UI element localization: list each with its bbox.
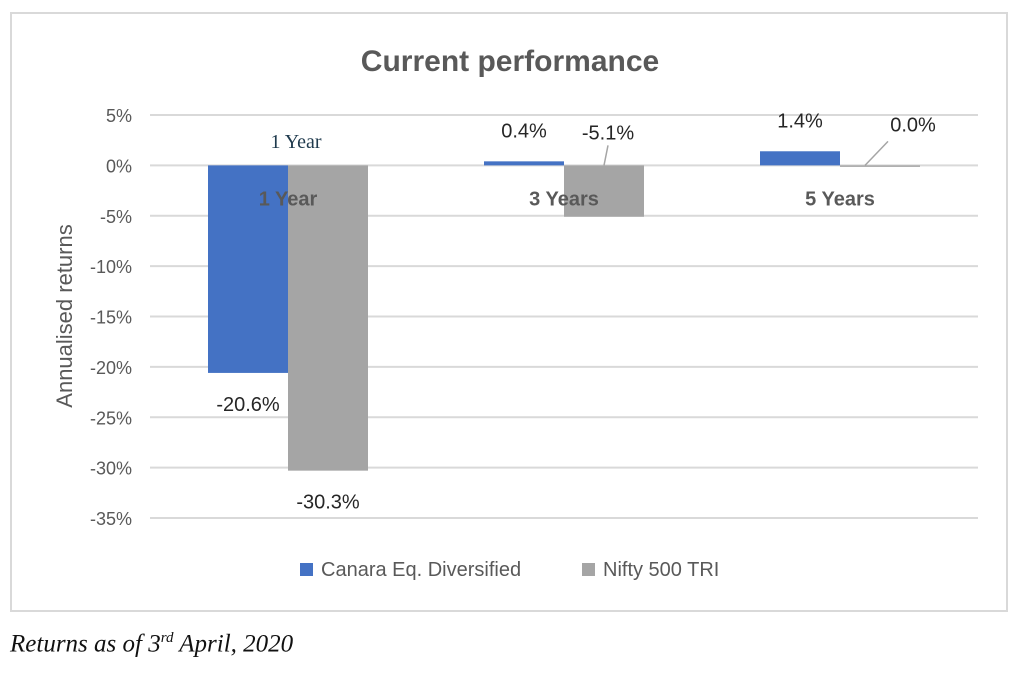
- y-tick-label: 5%: [106, 106, 132, 126]
- bar-canara: [208, 165, 288, 373]
- bars: [208, 151, 920, 471]
- annotation-text: 1 Year: [270, 131, 321, 153]
- legend-swatch: [300, 563, 313, 576]
- bar-nifty: [288, 165, 368, 471]
- bar-canara: [760, 151, 840, 166]
- y-tick-label: -20%: [90, 358, 132, 378]
- y-tick-label: -25%: [90, 408, 132, 428]
- chart-svg: Current performance Annualised returns 5…: [52, 45, 978, 581]
- legend-swatch: [582, 563, 595, 576]
- y-tick-label: -5%: [100, 207, 132, 227]
- leader-line: [864, 140, 889, 166]
- data-label: 1.4%: [777, 110, 823, 132]
- caption-prefix: Returns as of 3: [10, 630, 161, 658]
- leader-line: [603, 145, 609, 166]
- data-label: 0.0%: [890, 114, 936, 136]
- data-label: 0.4%: [501, 120, 547, 142]
- chart-frame: [10, 12, 1008, 612]
- category-labels: 1 Year 3 Years 5 Years: [259, 188, 875, 210]
- y-tick-label: -35%: [90, 509, 132, 529]
- bar-nifty: [840, 165, 920, 167]
- y-tick-label: -30%: [90, 459, 132, 479]
- bar-nifty: [564, 165, 644, 217]
- chart-title: Current performance: [361, 45, 659, 78]
- data-label: -30.3%: [296, 492, 360, 514]
- caption: Returns as of 3rd April, 2020: [10, 630, 293, 658]
- y-tick-label: -15%: [90, 308, 132, 328]
- caption-superscript: rd: [160, 630, 174, 646]
- y-axis-ticks: 5% 0% -5% -10% -15% -20% -25% -30% -35%: [90, 106, 132, 529]
- category-label: 1 Year: [259, 188, 318, 210]
- caption-suffix: April, 2020: [173, 630, 294, 658]
- legend: Canara Eq. Diversified Nifty 500 TRI: [300, 559, 719, 581]
- data-labels: -20.6% -30.3% 0.4% -5.1% 1.4% 0.0%: [216, 110, 936, 513]
- data-label: -20.6%: [216, 394, 280, 416]
- legend-label: Nifty 500 TRI: [603, 559, 719, 581]
- legend-label: Canara Eq. Diversified: [321, 559, 521, 581]
- y-tick-label: -10%: [90, 257, 132, 277]
- category-label: 3 Years: [529, 188, 599, 210]
- y-tick-label: 0%: [106, 156, 132, 176]
- category-label: 5 Years: [805, 188, 875, 210]
- data-label: -5.1%: [582, 122, 634, 144]
- y-axis-label: Annualised returns: [52, 224, 77, 407]
- bar-canara: [484, 161, 564, 166]
